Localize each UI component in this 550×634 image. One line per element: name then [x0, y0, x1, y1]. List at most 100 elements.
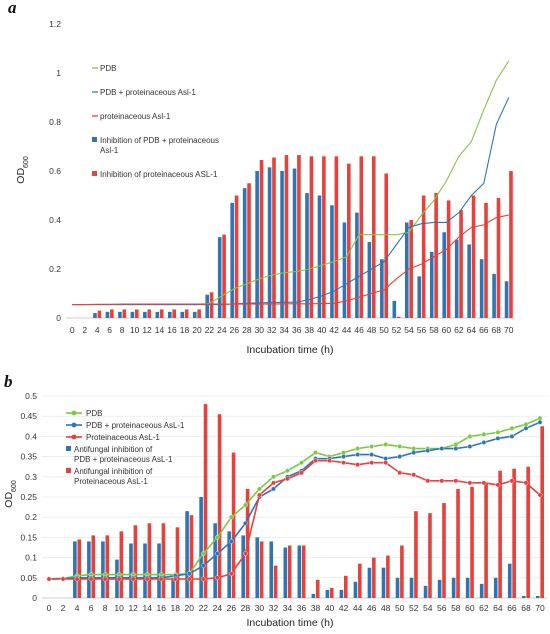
x-tick-label: 36: [292, 325, 302, 335]
data-point: [509, 433, 515, 439]
data-point: [355, 462, 361, 468]
bar: [317, 195, 322, 318]
x-tick-label: 70: [504, 325, 514, 335]
bar: [414, 511, 418, 598]
y-tick-label: 0.15: [20, 532, 37, 542]
data-point: [313, 450, 318, 455]
x-tick-label: 42: [339, 603, 349, 613]
x-tick-label: 48: [367, 325, 377, 335]
y-tick-label: 0.25: [20, 492, 37, 502]
bar: [134, 309, 139, 318]
bar: [496, 197, 501, 318]
bar: [231, 452, 236, 598]
series-line: [72, 214, 509, 306]
x-tick-label: 58: [451, 603, 461, 613]
bar: [143, 543, 147, 598]
legend-marker-swatch: [71, 410, 77, 416]
data-point: [341, 450, 346, 455]
bar: [371, 156, 376, 318]
x-tick-label: 38: [304, 325, 314, 335]
data-point: [411, 472, 417, 478]
bar: [395, 577, 400, 598]
x-tick-label: 62: [454, 325, 464, 335]
x-tick-label: 12: [128, 603, 138, 613]
bar: [273, 565, 278, 598]
x-tick-label: 58: [429, 325, 439, 335]
data-point: [271, 474, 276, 480]
bar: [199, 497, 203, 598]
data-point: [102, 576, 108, 582]
bar: [470, 486, 474, 598]
data-point: [467, 433, 473, 439]
bar: [280, 171, 284, 318]
x-tick-label: 16: [167, 325, 177, 335]
panel-label: b: [4, 372, 13, 391]
bar: [325, 589, 330, 598]
x-tick-label: 64: [467, 325, 477, 335]
data-point: [467, 480, 473, 486]
bar: [456, 488, 460, 598]
legend-bar-swatch: [92, 171, 97, 176]
bar: [147, 309, 152, 318]
x-tick-label: 10: [130, 325, 140, 335]
bar: [184, 309, 189, 318]
bar: [381, 567, 386, 598]
y-tick-label: 0.05: [20, 573, 37, 583]
bar: [155, 311, 160, 318]
x-tick-label: 66: [479, 325, 489, 335]
legend-bar-swatch: [66, 468, 71, 473]
data-point: [74, 576, 80, 582]
x-tick-label: 68: [521, 603, 531, 613]
bar: [442, 232, 447, 318]
data-point: [523, 480, 529, 486]
bar: [171, 577, 175, 598]
data-point: [453, 478, 459, 484]
y-axis-label: OD600: [15, 156, 30, 184]
data-point: [46, 576, 52, 582]
y-tick-label: 0.45: [20, 411, 37, 421]
x-tick-label: 2: [82, 325, 87, 335]
data-point: [425, 448, 431, 453]
bar: [175, 527, 180, 598]
x-tick-label: 22: [205, 325, 215, 335]
data-point: [369, 460, 375, 466]
chart-panel-a: a00.20.40.60.811.20 2 4 6 8 10 12 14 16 18 20 22 24 2…: [8, 0, 515, 356]
x-tick-label: 52: [409, 603, 419, 613]
bar: [471, 195, 476, 318]
bar: [259, 159, 264, 318]
bar: [493, 577, 498, 598]
data-point: [439, 478, 445, 484]
bar: [355, 212, 359, 318]
data-point: [243, 520, 248, 526]
bar: [203, 404, 208, 598]
legend-marker-swatch: [71, 422, 77, 428]
data-point: [453, 446, 459, 451]
y-tick-label: 0.3: [25, 472, 37, 482]
data-point: [355, 446, 361, 451]
bar: [512, 468, 516, 598]
data-point: [537, 415, 543, 421]
legend-label: Inhibition of proteinaceous ASL-1: [100, 170, 218, 179]
bar: [437, 579, 442, 598]
x-axis-label: Incubation time (h): [247, 344, 334, 356]
data-point: [285, 476, 290, 482]
bar: [359, 156, 364, 318]
bar: [454, 239, 459, 318]
x-tick-label: 20: [185, 603, 195, 613]
x-tick-label: 46: [354, 325, 364, 335]
bar: [358, 563, 362, 598]
x-tick-label: 70: [535, 603, 545, 613]
bar: [168, 311, 172, 318]
x-tick-label: 8: [120, 325, 125, 335]
bar: [372, 557, 376, 598]
bar: [118, 311, 122, 318]
data-point: [214, 535, 220, 540]
data-point: [509, 425, 515, 431]
data-point: [200, 576, 206, 582]
bar: [305, 193, 309, 318]
y-tick-label: 0: [56, 313, 61, 323]
bar: [446, 200, 451, 318]
data-point: [299, 460, 304, 466]
bar: [507, 563, 512, 598]
